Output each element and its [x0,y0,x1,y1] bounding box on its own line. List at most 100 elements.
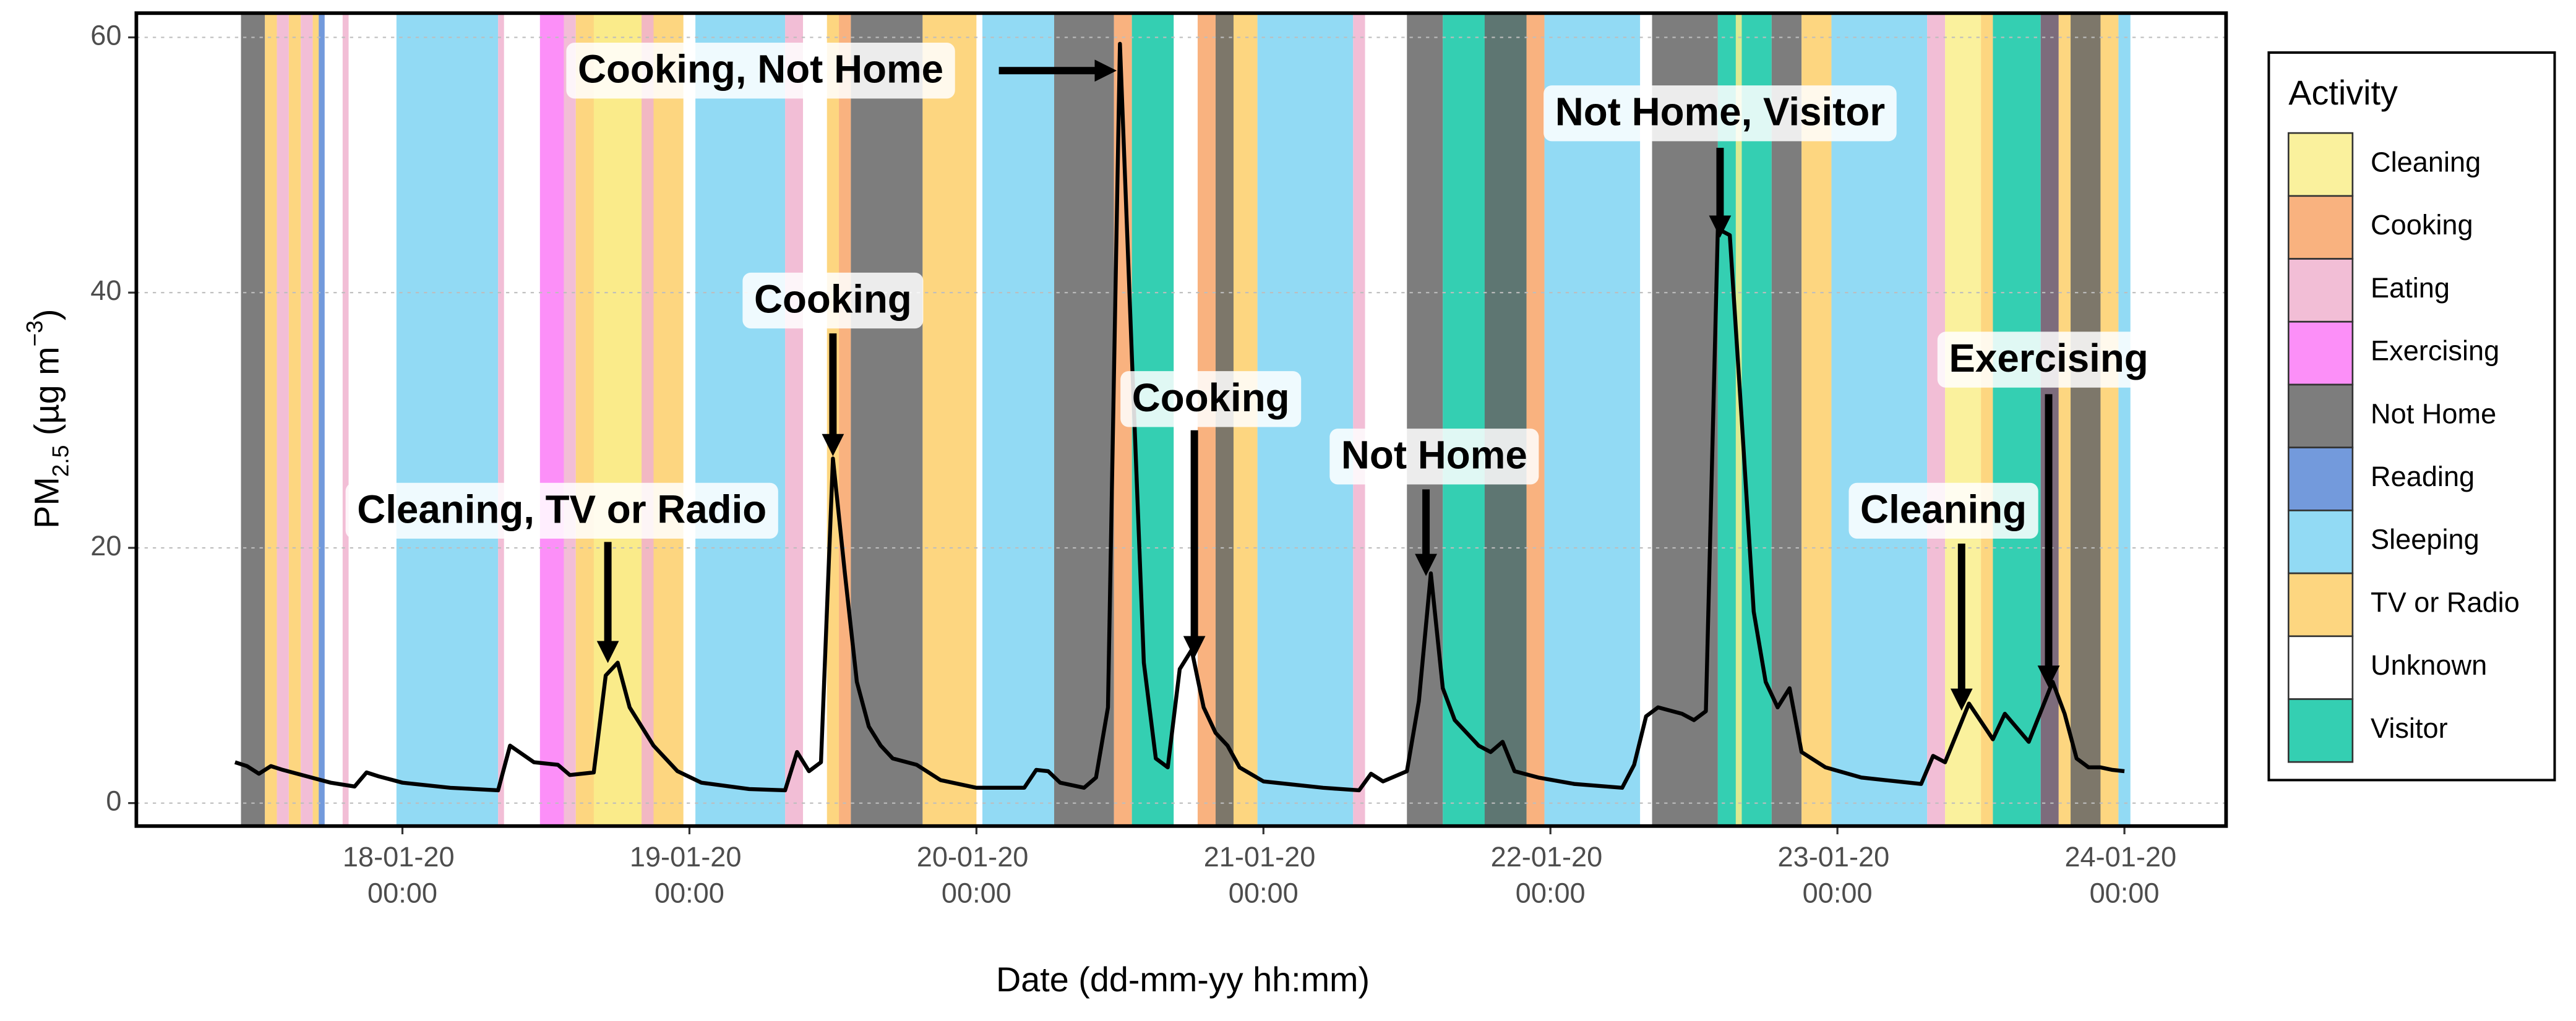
activity-band [922,13,977,826]
x-tick-label-line: 20-01-20 [917,841,1036,873]
activity-band [1927,13,1946,826]
y-tick-label: 0 [106,785,121,817]
legend-label: Sleeping [2371,524,2479,555]
annotation-box [345,482,778,539]
legend-swatch [2287,446,2354,511]
x-tick-label-line: 00:00 [1516,877,1586,908]
activity-band [539,13,564,826]
legend: Activity Cleaning Cooking Eating Exercising N… [2267,51,2556,782]
y-axis-title-part: 2.5 [47,445,73,477]
legend-swatch [2287,572,2354,638]
legend-label: Visitor [2371,712,2448,744]
legend-swatch [2287,510,2354,575]
activity-band [348,13,397,826]
x-tick-label: 22-01-20 00:00 [1491,841,1610,908]
panel-border [134,11,2228,828]
activity-band [1717,13,1772,826]
x-tick-label-line: 24-01-20 [2064,841,2184,873]
legend-label: Not Home [2371,398,2496,429]
activity-band [498,13,504,826]
x-tick-label-line: 00:00 [367,877,437,908]
annotation-label: Cooking [754,276,912,321]
activity-band [1407,13,1443,826]
x-tick-label: 24-01-20 00:00 [2064,841,2184,908]
annotation-label: Not Home, Visitor [1555,90,1885,134]
activity-band [1484,13,1527,826]
activity-band [982,13,1055,826]
x-tick-label-line: 22-01-20 [1491,841,1610,873]
activity-band [1365,13,1407,826]
activity-band [1353,13,1365,826]
x-tick-label: 23-01-20 00:00 [1778,841,1897,908]
y-axis-title-part: PM [27,477,66,529]
x-tick-label-line: 00:00 [1229,877,1299,908]
annotation-box [742,272,924,329]
activity-band [2071,13,2101,826]
annotation-label: Not Home [1341,433,1527,477]
legend-swatch [2287,320,2354,386]
annotation-box [1329,429,1539,485]
y-axis-title: PM2.5 (µg m−3) [21,309,73,529]
activity-band [324,13,343,826]
x-tick-label-line: 00:00 [655,877,724,908]
annotation-box [1543,85,1897,142]
activity-band [1054,13,1114,826]
activity-band [1544,13,1641,826]
y-axis-title-part: ) [27,309,66,321]
legend-label: Eating [2371,272,2450,304]
activity-bands [241,13,2131,826]
x-tick-label: 21-01-20 00:00 [1204,841,1323,908]
activity-band [1526,13,1545,826]
activity-band [642,13,654,826]
x-tick-label: 19-01-20 00:00 [630,841,749,908]
activity-band [1993,13,2041,826]
x-tick-label: 20-01-20 00:00 [917,841,1036,908]
y-tick-label: 40 [90,275,121,306]
x-axis-title: Date (dd-mm-yy hh:mm) [996,960,1370,999]
y-axis-title-part: (µg m [27,346,66,445]
legend-swatch [2287,195,2354,260]
activity-band [2118,13,2131,826]
activity-band [683,13,696,826]
legend-label: Unknown [2371,649,2487,681]
legend-swatch [2287,258,2354,323]
activity-band [1735,13,1742,826]
x-tick-label-line: 19-01-20 [630,841,749,873]
annotation-box [1937,331,2160,388]
legend-swatch [2287,698,2354,763]
x-tick-label: 18-01-20 00:00 [343,841,462,908]
activity-band [342,13,349,826]
activity-band [564,13,576,826]
activity-band [319,13,325,826]
annotation-box [566,43,955,99]
legend-label: Cooking [2371,209,2473,241]
x-tick-label-line: 21-01-20 [1204,841,1323,873]
activity-band [1801,13,1832,826]
annotation-label: Cleaning [1860,487,2027,531]
x-tick-label-line: 00:00 [1803,877,1873,908]
annotation-label: Cooking, Not Home [578,47,943,92]
legend-label: TV or Radio [2371,586,2520,618]
activity-band [695,13,786,826]
activity-band [301,13,313,826]
activity-band [593,13,642,826]
activity-band [265,13,277,826]
grid [136,36,2226,804]
y-tick-label: 60 [90,19,121,51]
activity-band [288,13,301,826]
legend-label: Exercising [2371,335,2499,367]
annotations: Cleaning, TV or Radio Cooking Cooking, Not… [345,43,2160,711]
activity-band [504,13,540,826]
activity-band [1831,13,1928,826]
legend-label: Cleaning [2371,146,2481,177]
annotation-label: Cooking [1132,375,1290,420]
annotation-label: Exercising [1949,336,2148,380]
legend-swatch [2287,635,2354,700]
x-tick-label-line: 23-01-20 [1778,841,1897,873]
activity-band [839,13,851,826]
activity-band [851,13,923,826]
annotation-box [1848,482,2038,539]
activity-band [396,13,499,826]
